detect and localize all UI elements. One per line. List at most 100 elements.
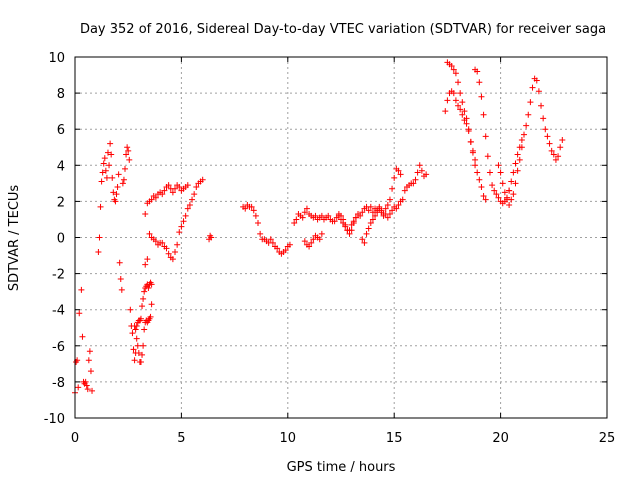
data-point xyxy=(186,202,193,209)
data-point xyxy=(103,174,110,181)
data-point xyxy=(129,330,136,337)
data-point xyxy=(338,216,344,223)
data-point xyxy=(503,194,510,201)
data-point xyxy=(301,209,308,216)
data-point xyxy=(83,382,90,389)
data-point xyxy=(125,147,132,154)
data-point xyxy=(423,171,430,178)
data-point xyxy=(299,214,306,221)
data-point xyxy=(178,223,185,230)
data-point xyxy=(193,183,200,190)
data-point xyxy=(401,187,408,194)
data-point xyxy=(117,276,124,283)
data-point xyxy=(372,212,379,219)
data-point xyxy=(512,180,519,187)
data-point xyxy=(274,245,281,252)
data-point xyxy=(133,335,140,342)
data-point xyxy=(465,126,472,133)
data-point xyxy=(86,348,93,355)
data-point xyxy=(540,115,547,122)
data-point xyxy=(75,384,82,391)
data-point xyxy=(459,99,466,106)
data-point xyxy=(169,189,176,196)
data-point xyxy=(303,205,310,212)
data-point xyxy=(478,93,485,100)
data-point xyxy=(89,387,96,394)
data-point xyxy=(508,196,515,203)
data-point xyxy=(395,167,402,174)
data-point xyxy=(87,368,94,375)
data-point xyxy=(100,160,107,167)
data-point xyxy=(455,79,462,86)
data-point xyxy=(115,171,122,178)
data-point xyxy=(457,106,464,113)
data-point xyxy=(137,359,144,366)
data-point xyxy=(123,151,130,158)
y-axis-label: SDTVAR / TECUs xyxy=(7,185,22,292)
y-tick-label: 0 xyxy=(57,232,65,247)
data-point xyxy=(163,245,170,252)
data-point xyxy=(199,176,206,183)
data-point xyxy=(124,144,131,151)
data-point xyxy=(474,169,481,176)
x-tick-label: 20 xyxy=(492,431,509,446)
data-point xyxy=(386,196,393,203)
data-point xyxy=(418,167,425,174)
data-point xyxy=(148,196,155,203)
data-point xyxy=(208,234,215,241)
data-point xyxy=(472,162,479,169)
data-point xyxy=(172,185,179,192)
data-point xyxy=(191,191,198,198)
data-point xyxy=(523,122,530,129)
data-point xyxy=(248,203,255,210)
data-point xyxy=(480,111,487,118)
data-point xyxy=(514,151,521,158)
data-point xyxy=(340,220,347,227)
data-point xyxy=(382,205,389,212)
data-point xyxy=(250,207,257,214)
data-point xyxy=(112,198,119,205)
x-tick-label: 10 xyxy=(280,431,297,446)
data-point xyxy=(109,174,116,181)
data-point xyxy=(512,160,519,167)
data-point xyxy=(95,248,102,255)
y-tick-label: 10 xyxy=(48,51,65,66)
data-point xyxy=(357,212,364,219)
data-point xyxy=(393,205,400,212)
data-point xyxy=(139,303,146,310)
data-point xyxy=(376,205,383,212)
y-tick-label: 8 xyxy=(57,87,65,102)
x-tick-label: 0 xyxy=(71,431,79,446)
data-point xyxy=(506,187,513,194)
data-point xyxy=(546,140,553,147)
data-point xyxy=(335,212,342,219)
data-point xyxy=(189,196,196,203)
data-point xyxy=(527,99,534,106)
data-point xyxy=(97,203,104,210)
data-point xyxy=(79,333,86,340)
x-tick-label: 5 xyxy=(177,431,185,446)
data-point xyxy=(120,176,127,183)
data-point xyxy=(148,281,155,288)
y-tick-label: -2 xyxy=(52,268,65,283)
data-point xyxy=(450,66,457,73)
data-point xyxy=(542,126,549,133)
data-point xyxy=(444,97,451,104)
data-point xyxy=(552,156,559,163)
data-point xyxy=(521,131,528,138)
data-point xyxy=(550,151,557,158)
data-point xyxy=(442,108,449,115)
data-point xyxy=(559,137,566,144)
data-point xyxy=(130,346,137,353)
data-point xyxy=(165,182,172,189)
data-point xyxy=(474,68,481,75)
data-point xyxy=(318,230,325,237)
x-tick-label: 15 xyxy=(386,431,403,446)
data-point xyxy=(510,191,517,198)
y-tick-label: -6 xyxy=(52,340,65,355)
data-point xyxy=(144,256,151,263)
data-point xyxy=(548,147,555,154)
data-point xyxy=(78,286,85,293)
data-point xyxy=(146,230,153,237)
data-point xyxy=(480,192,487,199)
